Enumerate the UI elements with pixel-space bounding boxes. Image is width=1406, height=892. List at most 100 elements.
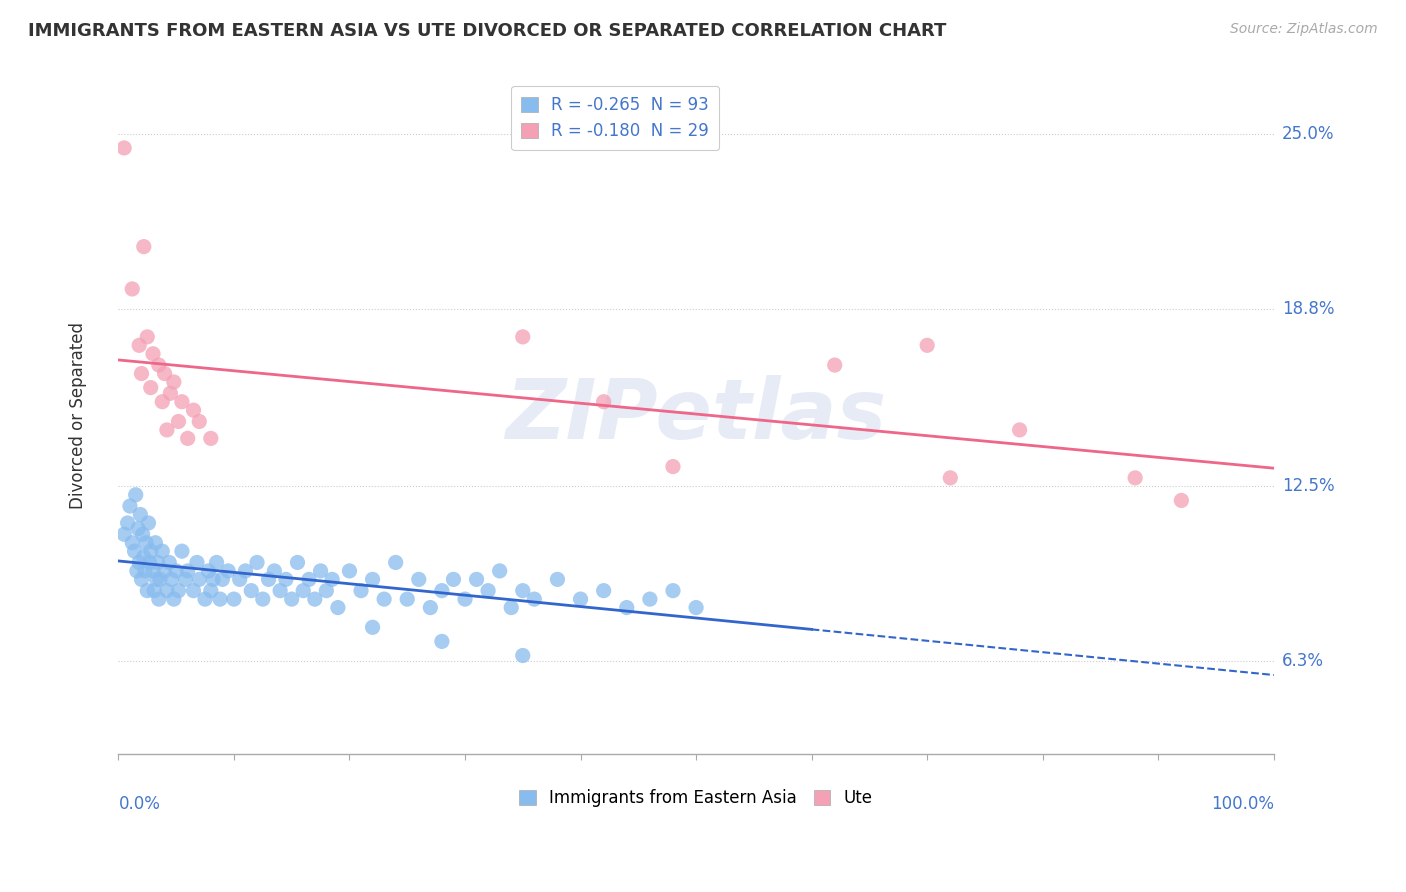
Point	[685, 600, 707, 615]
Point	[304, 592, 326, 607]
Point	[148, 358, 170, 372]
Point	[315, 583, 337, 598]
Point	[118, 499, 141, 513]
Point	[373, 592, 395, 607]
Point	[228, 573, 250, 587]
Point	[361, 573, 384, 587]
Point	[430, 634, 453, 648]
Point	[408, 573, 430, 587]
Point	[177, 564, 200, 578]
Point	[139, 381, 162, 395]
Point	[252, 592, 274, 607]
Point	[205, 556, 228, 570]
Point	[177, 431, 200, 445]
Point	[569, 592, 592, 607]
Point	[131, 527, 153, 541]
Point	[128, 556, 150, 570]
Point	[209, 592, 232, 607]
Point	[1170, 493, 1192, 508]
Point	[143, 535, 166, 549]
Point	[183, 583, 205, 598]
Text: Divorced or Separated: Divorced or Separated	[69, 322, 87, 509]
Point	[153, 564, 176, 578]
Point	[222, 592, 245, 607]
Point	[592, 583, 614, 598]
Point	[211, 573, 233, 587]
Point	[501, 600, 523, 615]
Point	[121, 282, 143, 296]
Point	[134, 564, 156, 578]
Point	[202, 573, 225, 587]
Point	[127, 522, 149, 536]
Point	[235, 564, 257, 578]
Point	[287, 556, 309, 570]
Point	[186, 556, 208, 570]
Point	[136, 583, 159, 598]
Text: 25.0%: 25.0%	[1282, 125, 1334, 143]
Point	[153, 367, 176, 381]
Text: 0.0%: 0.0%	[118, 795, 160, 813]
Point	[170, 394, 193, 409]
Point	[200, 583, 222, 598]
Point	[136, 330, 159, 344]
Point	[384, 556, 406, 570]
Point	[142, 347, 165, 361]
Point	[1008, 423, 1031, 437]
Point	[321, 573, 343, 587]
Point	[638, 592, 661, 607]
Point	[125, 564, 148, 578]
Point	[163, 375, 186, 389]
Point	[150, 394, 173, 409]
Point	[488, 564, 510, 578]
Point	[1123, 471, 1146, 485]
Point	[156, 423, 179, 437]
Point	[292, 583, 315, 598]
Point	[465, 573, 488, 587]
Point	[361, 620, 384, 634]
Point	[112, 527, 135, 541]
Point	[280, 592, 302, 607]
Point	[197, 564, 219, 578]
Point	[350, 583, 373, 598]
Point	[915, 338, 938, 352]
Point	[149, 573, 172, 587]
Point	[165, 564, 187, 578]
Point	[157, 556, 180, 570]
Point	[132, 549, 155, 564]
Point	[128, 338, 150, 352]
Point	[269, 583, 291, 598]
Point	[240, 583, 263, 598]
Point	[150, 544, 173, 558]
Point	[592, 394, 614, 409]
Point	[546, 573, 568, 587]
Point	[129, 508, 152, 522]
Point	[156, 583, 179, 598]
Text: 12.5%: 12.5%	[1282, 477, 1334, 495]
Point	[188, 414, 211, 428]
Point	[148, 592, 170, 607]
Point	[121, 535, 143, 549]
Point	[170, 544, 193, 558]
Point	[138, 516, 160, 530]
Point	[112, 141, 135, 155]
Point	[138, 556, 160, 570]
Point	[512, 583, 534, 598]
Point	[257, 573, 280, 587]
Point	[139, 544, 162, 558]
Point	[477, 583, 499, 598]
Point	[443, 573, 465, 587]
Point	[160, 573, 183, 587]
Point	[523, 592, 546, 607]
Point	[339, 564, 361, 578]
Point	[143, 583, 166, 598]
Point	[163, 592, 186, 607]
Text: IMMIGRANTS FROM EASTERN ASIA VS UTE DIVORCED OR SEPARATED CORRELATION CHART: IMMIGRANTS FROM EASTERN ASIA VS UTE DIVO…	[28, 22, 946, 40]
Point	[124, 544, 146, 558]
Point	[131, 573, 153, 587]
Point	[131, 367, 153, 381]
Point	[142, 564, 165, 578]
Point	[309, 564, 332, 578]
Text: Source: ZipAtlas.com: Source: ZipAtlas.com	[1230, 22, 1378, 37]
Point	[512, 330, 534, 344]
Point	[454, 592, 477, 607]
